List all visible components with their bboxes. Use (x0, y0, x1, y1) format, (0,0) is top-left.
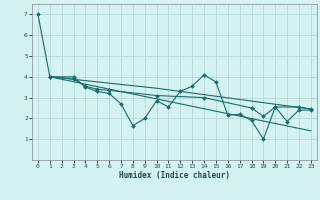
X-axis label: Humidex (Indice chaleur): Humidex (Indice chaleur) (119, 171, 230, 180)
